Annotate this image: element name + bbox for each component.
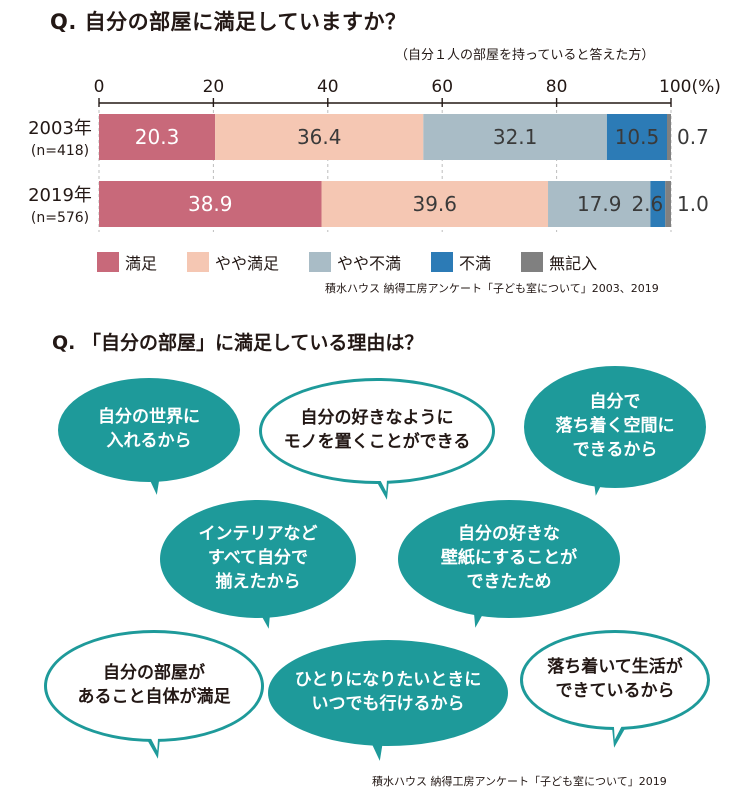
category-label-year: 2003年 (28, 118, 92, 139)
legend-item-dissatisfied: 不満 (431, 250, 491, 274)
reason-bubble-1: 自分の世界に 入れるから (58, 378, 240, 482)
x-tick-label: 80 (546, 77, 568, 97)
data-label: 20.3 (135, 125, 180, 149)
chart-legend: 満足 やや満足 やや不満 不満 無記入 (97, 250, 627, 274)
legend-label-dissatisfied: 不満 (459, 254, 492, 273)
reason-text-8: 落ち着いて生活が できているから (547, 657, 683, 701)
legend-swatch-somewhat-dissatisfied (309, 252, 332, 272)
reason-text-5: 自分の好きな 壁紙にすることが できたため (440, 524, 578, 592)
x-tick-label: 0 (94, 77, 105, 97)
reason-text-4: インテリアなど すべて自分で 揃えたから (198, 524, 318, 592)
data-label: 32.1 (493, 125, 538, 149)
question-1-title: Q. 自分の部屋に満足していますか？ (50, 10, 407, 34)
legend-item-no-answer: 無記入 (521, 250, 597, 274)
legend-label-somewhat-dissatisfied: やや不満 (337, 254, 402, 273)
category-label-n: (n=418) (31, 143, 89, 159)
question-2-title: Q. 「自分の部屋」に満足している理由は？ (52, 332, 424, 354)
bar-segment (548, 181, 651, 227)
data-label: 17.9 (577, 192, 622, 216)
data-label: 10.5 (615, 125, 660, 149)
reason-bubble-5: 自分の好きな 壁紙にすることが できたため (398, 500, 620, 618)
legend-label-somewhat-satisfied: やや満足 (215, 254, 280, 273)
x-tick-label: 20 (203, 77, 225, 97)
bar-segment (606, 114, 667, 160)
bar-segment (215, 114, 424, 160)
category-label-n: (n=576) (31, 210, 89, 226)
x-tick-label: 40 (317, 77, 339, 97)
legend-swatch-somewhat-satisfied (187, 252, 210, 272)
bar-segment (423, 114, 607, 160)
data-label: 39.6 (412, 192, 457, 216)
legend-label-satisfied: 満足 (125, 254, 158, 273)
stacked-bar-chart: 0 20 40 60 80 100(%) 2003年 (n=418) 2019年 (n=576) 2… (28, 77, 721, 232)
bar-segment (99, 181, 322, 227)
reason-bubble-7: ひとりになりたいときに いつでも行けるから (268, 640, 508, 746)
legend-label-no-answer: 無記入 (549, 254, 598, 273)
chart-source-note: 積水ハウス 納得工房アンケート「子ども室について」2003、2019 (325, 282, 659, 295)
reason-bubble-8: 落ち着いて生活が できているから (520, 630, 710, 730)
data-label: 2.6 (631, 192, 663, 216)
bar-segment (666, 114, 671, 160)
data-label: 1.0 (677, 192, 709, 216)
legend-swatch-dissatisfied (431, 252, 454, 272)
x-tick-label: 100(%) (659, 77, 721, 97)
legend-item-satisfied: 満足 (97, 250, 157, 274)
reason-text-7: ひとりになりたいときに いつでも行けるから (294, 670, 482, 714)
legend-item-somewhat-satisfied: やや満足 (187, 250, 279, 274)
reason-bubble-2: 自分の好きなように モノを置くことができる (259, 378, 495, 484)
data-label: 38.9 (188, 192, 233, 216)
category-label-year: 2019年 (28, 185, 92, 206)
legend-swatch-no-answer (521, 252, 544, 272)
reason-text-2: 自分の好きなように モノを置くことができる (283, 408, 471, 452)
reason-text-1: 自分の世界に 入れるから (98, 407, 200, 451)
reason-bubble-6: 自分の部屋が あること自体が満足 (44, 630, 264, 742)
reason-bubble-4: インテリアなど すべて自分で 揃えたから (160, 500, 356, 618)
bar-segment (650, 181, 666, 227)
question-1-subtitle: （自分１人の部屋を持っていると答えた方） (395, 48, 655, 63)
data-label: 0.7 (677, 125, 709, 149)
legend-item-somewhat-dissatisfied: やや不満 (309, 250, 401, 274)
bar-segment (321, 181, 549, 227)
legend-swatch-satisfied (97, 252, 119, 272)
x-tick-label: 60 (431, 77, 453, 97)
reason-text-6: 自分の部屋が あること自体が満足 (77, 663, 231, 707)
reason-bubble-3: 自分で 落ち着く空間に できるから (524, 366, 706, 488)
data-label: 36.4 (297, 125, 342, 149)
bar-segment (665, 181, 671, 227)
bar-segment (99, 114, 216, 160)
reasons-source-note: 積水ハウス 納得工房アンケート「子ども室について」2019 (372, 775, 667, 788)
reason-text-3: 自分で 落ち着く空間に できるから (555, 392, 675, 460)
